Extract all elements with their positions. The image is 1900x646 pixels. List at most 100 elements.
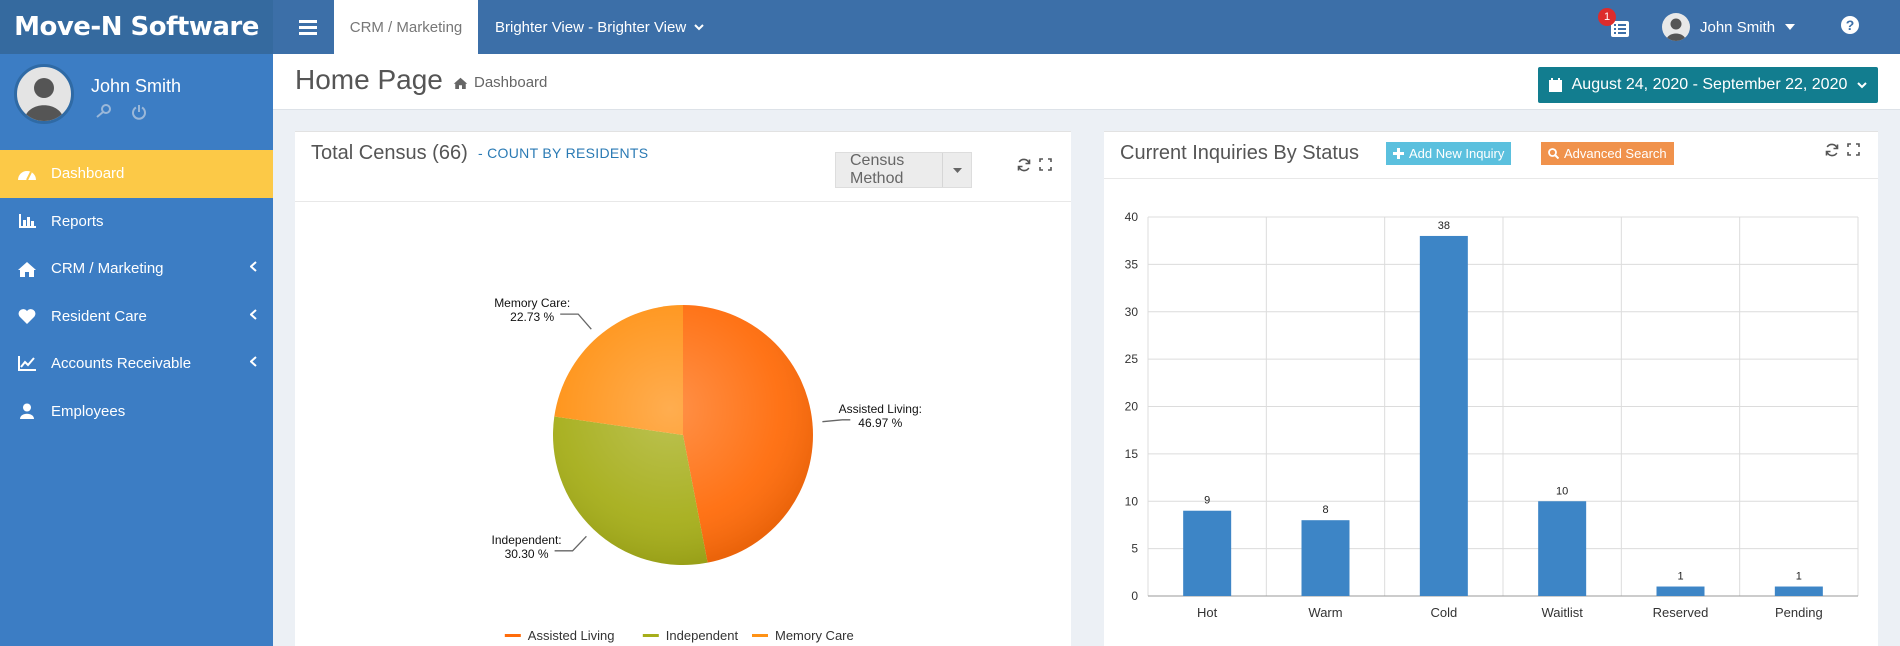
pie-slice-memory-care[interactable] bbox=[554, 305, 683, 435]
organization-label: Brighter View - Brighter View bbox=[495, 18, 687, 36]
user-menu[interactable]: John Smith bbox=[1662, 0, 1796, 54]
x-tick-label: Waitlist bbox=[1541, 605, 1583, 620]
user-name: John Smith bbox=[1700, 18, 1776, 36]
pie-connector bbox=[554, 535, 587, 552]
date-range-text: August 24, 2020 - September 22, 2020 bbox=[1571, 76, 1848, 93]
sidebar-item-label: CRM / Marketing bbox=[51, 260, 164, 278]
user-icon bbox=[20, 403, 34, 420]
x-tick-label: Reserved bbox=[1653, 605, 1709, 620]
bar-warm[interactable] bbox=[1301, 520, 1350, 596]
census-pie-chart: Assisted Living:46.97 % Independent:30.30… bbox=[492, 296, 922, 643]
bar-pending[interactable] bbox=[1774, 586, 1823, 596]
y-tick-label: 25 bbox=[1125, 352, 1139, 366]
census-method-select[interactable]: Census Method bbox=[835, 152, 972, 188]
pie-data-value: 30.30 % bbox=[505, 547, 549, 561]
plus-icon bbox=[1393, 148, 1404, 159]
breadcrumb-item[interactable]: Dashboard bbox=[474, 74, 548, 91]
pie-slice-assisted-living[interactable] bbox=[683, 305, 813, 563]
y-tick-label: 20 bbox=[1125, 400, 1139, 414]
line-chart-icon bbox=[18, 356, 36, 372]
chevron-down-icon bbox=[1857, 81, 1868, 88]
census-title: Total Census (66) bbox=[311, 142, 468, 164]
sidebar-item-label: Resident Care bbox=[51, 307, 147, 325]
sidebar-item-resident-care[interactable]: Resident Care bbox=[0, 293, 273, 341]
x-tick-label: Warm bbox=[1308, 605, 1342, 620]
bar-reserved[interactable] bbox=[1656, 586, 1705, 596]
key-icon[interactable] bbox=[95, 104, 111, 118]
bar-value-label: 9 bbox=[1204, 495, 1210, 507]
x-tick-label: Hot bbox=[1197, 605, 1218, 620]
sidebar-item-crm-marketing[interactable]: CRM / Marketing bbox=[0, 245, 273, 293]
y-tick-label: 40 bbox=[1125, 210, 1139, 224]
power-icon[interactable] bbox=[131, 104, 147, 120]
caret-down-icon bbox=[1785, 24, 1796, 30]
legend-item-assisted-living[interactable]: Assisted Living bbox=[504, 628, 615, 643]
calendar-icon bbox=[1548, 78, 1562, 92]
advanced-search-button[interactable]: Advanced Search bbox=[1541, 142, 1674, 165]
tab-crm-marketing[interactable]: CRM / Marketing bbox=[334, 0, 478, 54]
help-button[interactable]: ? bbox=[1840, 15, 1864, 39]
sidebar: John Smith Dashboard bbox=[0, 54, 273, 646]
expand-icon[interactable] bbox=[1039, 158, 1052, 171]
sidebar-item-accounts-receivable[interactable]: Accounts Receivable bbox=[0, 340, 273, 388]
sidebar-item-label: Accounts Receivable bbox=[51, 355, 192, 373]
add-new-inquiry-label: Add New Inquiry bbox=[1409, 146, 1505, 161]
bar-hot[interactable] bbox=[1183, 510, 1232, 596]
legend-item-independent[interactable]: Independent bbox=[642, 628, 739, 643]
notification-badge: 1 bbox=[1598, 8, 1616, 26]
chevron-left-icon bbox=[250, 261, 257, 272]
user-silhouette-icon bbox=[24, 78, 64, 121]
app-logo[interactable]: Move-N Software bbox=[0, 0, 273, 54]
search-icon bbox=[1548, 148, 1559, 159]
date-range-picker[interactable]: August 24, 2020 - September 22, 2020 bbox=[1538, 67, 1878, 103]
organization-selector[interactable]: Brighter View - Brighter View bbox=[495, 0, 704, 54]
bar-value-label: 38 bbox=[1438, 220, 1450, 232]
bar-cold[interactable] bbox=[1419, 235, 1468, 596]
hamburger-icon bbox=[299, 20, 317, 35]
dashboard-icon bbox=[18, 170, 36, 181]
census-subtitle: - COUNT BY RESIDENTS bbox=[478, 145, 649, 161]
sidebar-toggle-button[interactable] bbox=[283, 0, 333, 54]
y-tick-label: 5 bbox=[1131, 542, 1138, 556]
sidebar-item-employees[interactable]: Employees bbox=[0, 388, 273, 436]
sidebar-item-label: Employees bbox=[51, 402, 126, 420]
y-tick-label: 0 bbox=[1131, 589, 1138, 603]
home-icon bbox=[18, 261, 36, 277]
legend-swatch bbox=[642, 634, 659, 637]
page-title: Home Page bbox=[295, 64, 443, 95]
advanced-search-label: Advanced Search bbox=[1564, 146, 1667, 161]
legend-swatch bbox=[752, 634, 768, 637]
refresh-icon[interactable] bbox=[1017, 158, 1031, 172]
refresh-icon[interactable] bbox=[1825, 143, 1839, 157]
avatar bbox=[14, 64, 74, 124]
chevron-left-icon bbox=[250, 356, 257, 367]
y-tick-label: 35 bbox=[1125, 257, 1139, 271]
bar-value-label: 1 bbox=[1796, 571, 1802, 583]
sidebar-item-label: Reports bbox=[51, 212, 104, 230]
expand-icon[interactable] bbox=[1847, 143, 1860, 156]
pie-data-value: 22.73 % bbox=[510, 310, 554, 324]
svg-text:?: ? bbox=[1846, 17, 1855, 33]
pie-data-label: Assisted Living: bbox=[839, 402, 922, 416]
inquiries-panel: Current Inquiries By Status Add New Inqu… bbox=[1104, 131, 1878, 646]
pie-connector bbox=[560, 313, 592, 330]
inquiries-tools bbox=[1825, 143, 1860, 157]
notifications-button[interactable]: 1 bbox=[1598, 8, 1632, 44]
add-new-inquiry-button[interactable]: Add New Inquiry bbox=[1386, 142, 1512, 165]
census-tools bbox=[1017, 158, 1052, 172]
inquiries-panel-header: Current Inquiries By Status Add New Inqu… bbox=[1104, 132, 1878, 179]
tasks-list-icon bbox=[1611, 21, 1629, 37]
sidebar-item-reports[interactable]: Reports bbox=[0, 198, 273, 246]
inquiries-bar-chart: 0 5 10 15 20 25 30 35 40 9 Hot 8 Warm 38 Cold 10 Waitlis… bbox=[1125, 210, 1859, 620]
legend-label: Memory Care bbox=[775, 628, 854, 643]
legend-item-memory-care[interactable]: Memory Care bbox=[752, 628, 854, 643]
pie-connector bbox=[822, 419, 851, 423]
legend-label: Assisted Living bbox=[528, 628, 615, 643]
sidebar-item-dashboard[interactable]: Dashboard bbox=[0, 150, 273, 198]
bar-waitlist[interactable] bbox=[1538, 501, 1587, 596]
question-circle-icon: ? bbox=[1841, 16, 1859, 34]
y-tick-label: 10 bbox=[1125, 494, 1139, 508]
census-panel: Total Census (66) - COUNT BY RESIDENTS C… bbox=[295, 131, 1071, 646]
pie-data-label: Independent: bbox=[492, 533, 562, 547]
bar-value-label: 10 bbox=[1556, 485, 1568, 497]
